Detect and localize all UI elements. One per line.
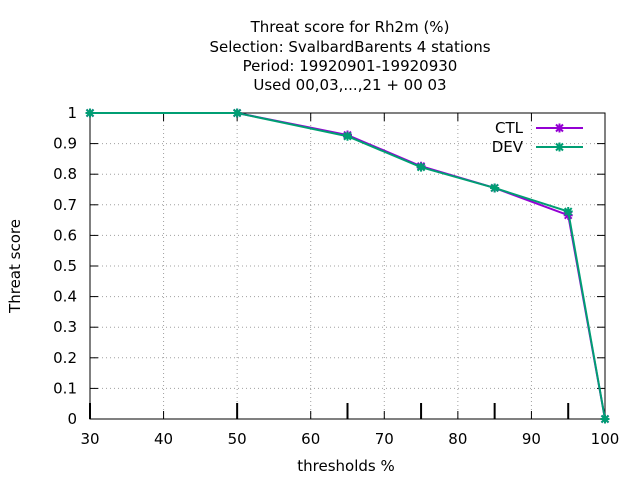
y-tick-label: 0.2 xyxy=(53,349,77,367)
y-tick-label: 0.8 xyxy=(53,165,77,183)
legend-marker-dev xyxy=(555,142,564,152)
grid xyxy=(90,113,605,419)
plot-border xyxy=(89,112,606,420)
legend-label-dev: DEV xyxy=(492,138,524,156)
title-line-4: Used 00,03,...,21 + 00 03 xyxy=(253,76,446,94)
y-tick-label: 0.6 xyxy=(53,226,77,244)
x-tick-label: 70 xyxy=(375,430,394,448)
data-point-dev xyxy=(563,207,573,217)
x-tick-label: 100 xyxy=(591,430,620,448)
x-tick-label: 30 xyxy=(80,430,99,448)
series-line-dev xyxy=(90,112,606,420)
x-tick-label: 50 xyxy=(228,430,247,448)
data-point-dev xyxy=(85,108,95,118)
y-tick-label: 0.5 xyxy=(53,257,77,275)
data-point-dev xyxy=(490,183,500,193)
y-tick-label: 0.3 xyxy=(53,318,77,336)
x-tick-label: 90 xyxy=(522,430,541,448)
x-tick-label: 80 xyxy=(448,430,467,448)
data-point-dev xyxy=(600,414,610,424)
chart-title: Threat score for Rh2m (%) Selection: Sva… xyxy=(209,18,490,94)
title-line-3: Period: 19920901-19920930 xyxy=(243,57,458,75)
data-point-dev xyxy=(232,108,242,118)
y-tick-label: 0 xyxy=(67,410,77,428)
plot-frame xyxy=(89,112,606,420)
x-axis-ticks: 30 40 50 60 70 80 90 100 xyxy=(80,113,619,448)
series-lines xyxy=(85,108,610,424)
threshold-marks xyxy=(89,403,570,419)
title-line-2: Selection: SvalbardBarents 4 stations xyxy=(209,38,490,56)
y-tick-label: 0.9 xyxy=(53,135,77,153)
y-tick-label: 0.7 xyxy=(53,196,77,214)
y-tick-label: 0.1 xyxy=(53,379,77,397)
data-point-dev xyxy=(416,162,426,172)
y-tick-label: 0.4 xyxy=(53,288,77,306)
y-axis-label: Threat score xyxy=(6,219,24,314)
y-axis-ticks: 0 0.1 0.2 0.3 0.4 0.5 0.6 0.7 0.8 0.9 1 xyxy=(53,104,605,428)
legend-label-ctl: CTL xyxy=(495,119,524,137)
x-tick-label: 40 xyxy=(154,430,173,448)
title-line-1: Threat score for Rh2m (%) xyxy=(250,18,450,36)
data-point-dev xyxy=(343,131,352,141)
y-tick-label: 1 xyxy=(67,104,77,122)
legend-marker-ctl xyxy=(555,123,564,133)
x-tick-label: 60 xyxy=(301,430,320,448)
series-line-ctl xyxy=(90,112,606,420)
x-axis-label: thresholds % xyxy=(297,457,394,475)
